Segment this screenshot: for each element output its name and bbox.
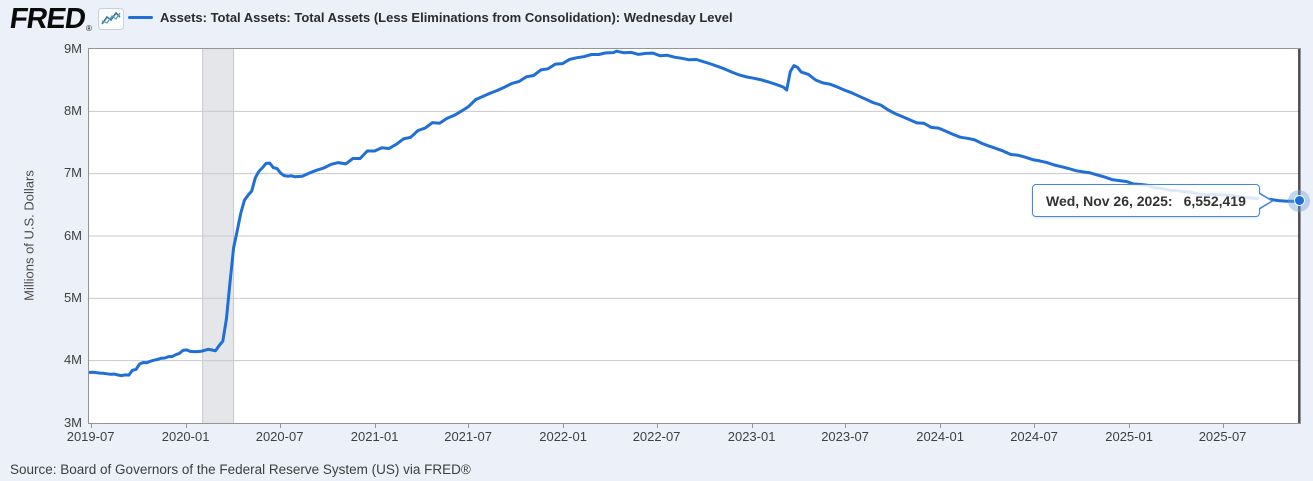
chart-legend: Assets: Total Assets: Total Assets (Less…: [128, 10, 733, 25]
fred-logo-text: FRED: [7, 3, 88, 35]
series-line-chart: [89, 49, 1300, 423]
legend-series-label: Assets: Total Assets: Total Assets (Less…: [160, 10, 733, 25]
x-tick-mark: [1034, 423, 1036, 428]
y-tick-label: 5M: [63, 289, 82, 305]
x-tick-label: 2019-07: [66, 429, 115, 444]
x-tick-mark: [279, 423, 281, 428]
x-tick-label: 2022-07: [632, 429, 681, 444]
x-tick-label: 2024-07: [1010, 429, 1058, 444]
y-tick-label: 4M: [63, 352, 82, 368]
legend-line-swatch: [128, 16, 153, 19]
y-tick-label: 3M: [63, 414, 82, 430]
x-tick-label: 2021-01: [350, 429, 399, 444]
x-tick-mark: [751, 423, 753, 428]
registered-trademark-icon: ®: [85, 24, 92, 33]
x-tick-label: 2023-01: [727, 429, 776, 444]
series-line: [89, 49, 1300, 378]
y-tick-label: 9M: [63, 40, 82, 56]
tooltip: Wed, Nov 26, 2025: 6,552,419: [1032, 184, 1274, 218]
x-tick-label: 2025-01: [1105, 429, 1153, 444]
x-tick-mark: [563, 423, 565, 428]
x-tick-mark: [1129, 423, 1131, 428]
x-tick-mark: [940, 423, 942, 428]
x-tick-label: 2023-07: [821, 429, 869, 444]
x-tick-label: 2024-01: [916, 429, 964, 444]
x-tick-mark: [90, 423, 92, 428]
x-tick-mark: [656, 423, 658, 428]
source-attribution: Source: Board of Governors of the Federa…: [10, 462, 471, 477]
x-tick-mark: [374, 423, 376, 428]
plot-area[interactable]: [88, 48, 1301, 424]
x-tick-mark: [845, 423, 847, 428]
tooltip-date: Wed, Nov 26, 2025:: [1046, 192, 1173, 209]
x-tick-label: 2020-07: [255, 429, 304, 444]
x-tick-label: 2025-07: [1198, 429, 1247, 444]
fred-logo[interactable]: FRED ®: [7, 3, 124, 35]
x-tick-label: 2020-01: [161, 429, 210, 444]
tooltip-value: 6,552,419: [1183, 192, 1246, 209]
x-tick-label: 2021-07: [444, 429, 492, 444]
x-tick-mark: [468, 423, 470, 428]
y-tick-label: 7M: [63, 165, 82, 181]
x-tick-label: 2022-01: [539, 429, 587, 444]
x-tick-mark: [185, 423, 187, 428]
y-tick-label: 8M: [63, 102, 82, 118]
tooltip-arrow-fill: [1258, 193, 1271, 208]
data-point-marker: [1293, 195, 1305, 207]
x-tick-mark: [1222, 423, 1224, 428]
y-tick-label: 6M: [63, 227, 82, 243]
fred-sparkline-icon: [97, 8, 124, 35]
